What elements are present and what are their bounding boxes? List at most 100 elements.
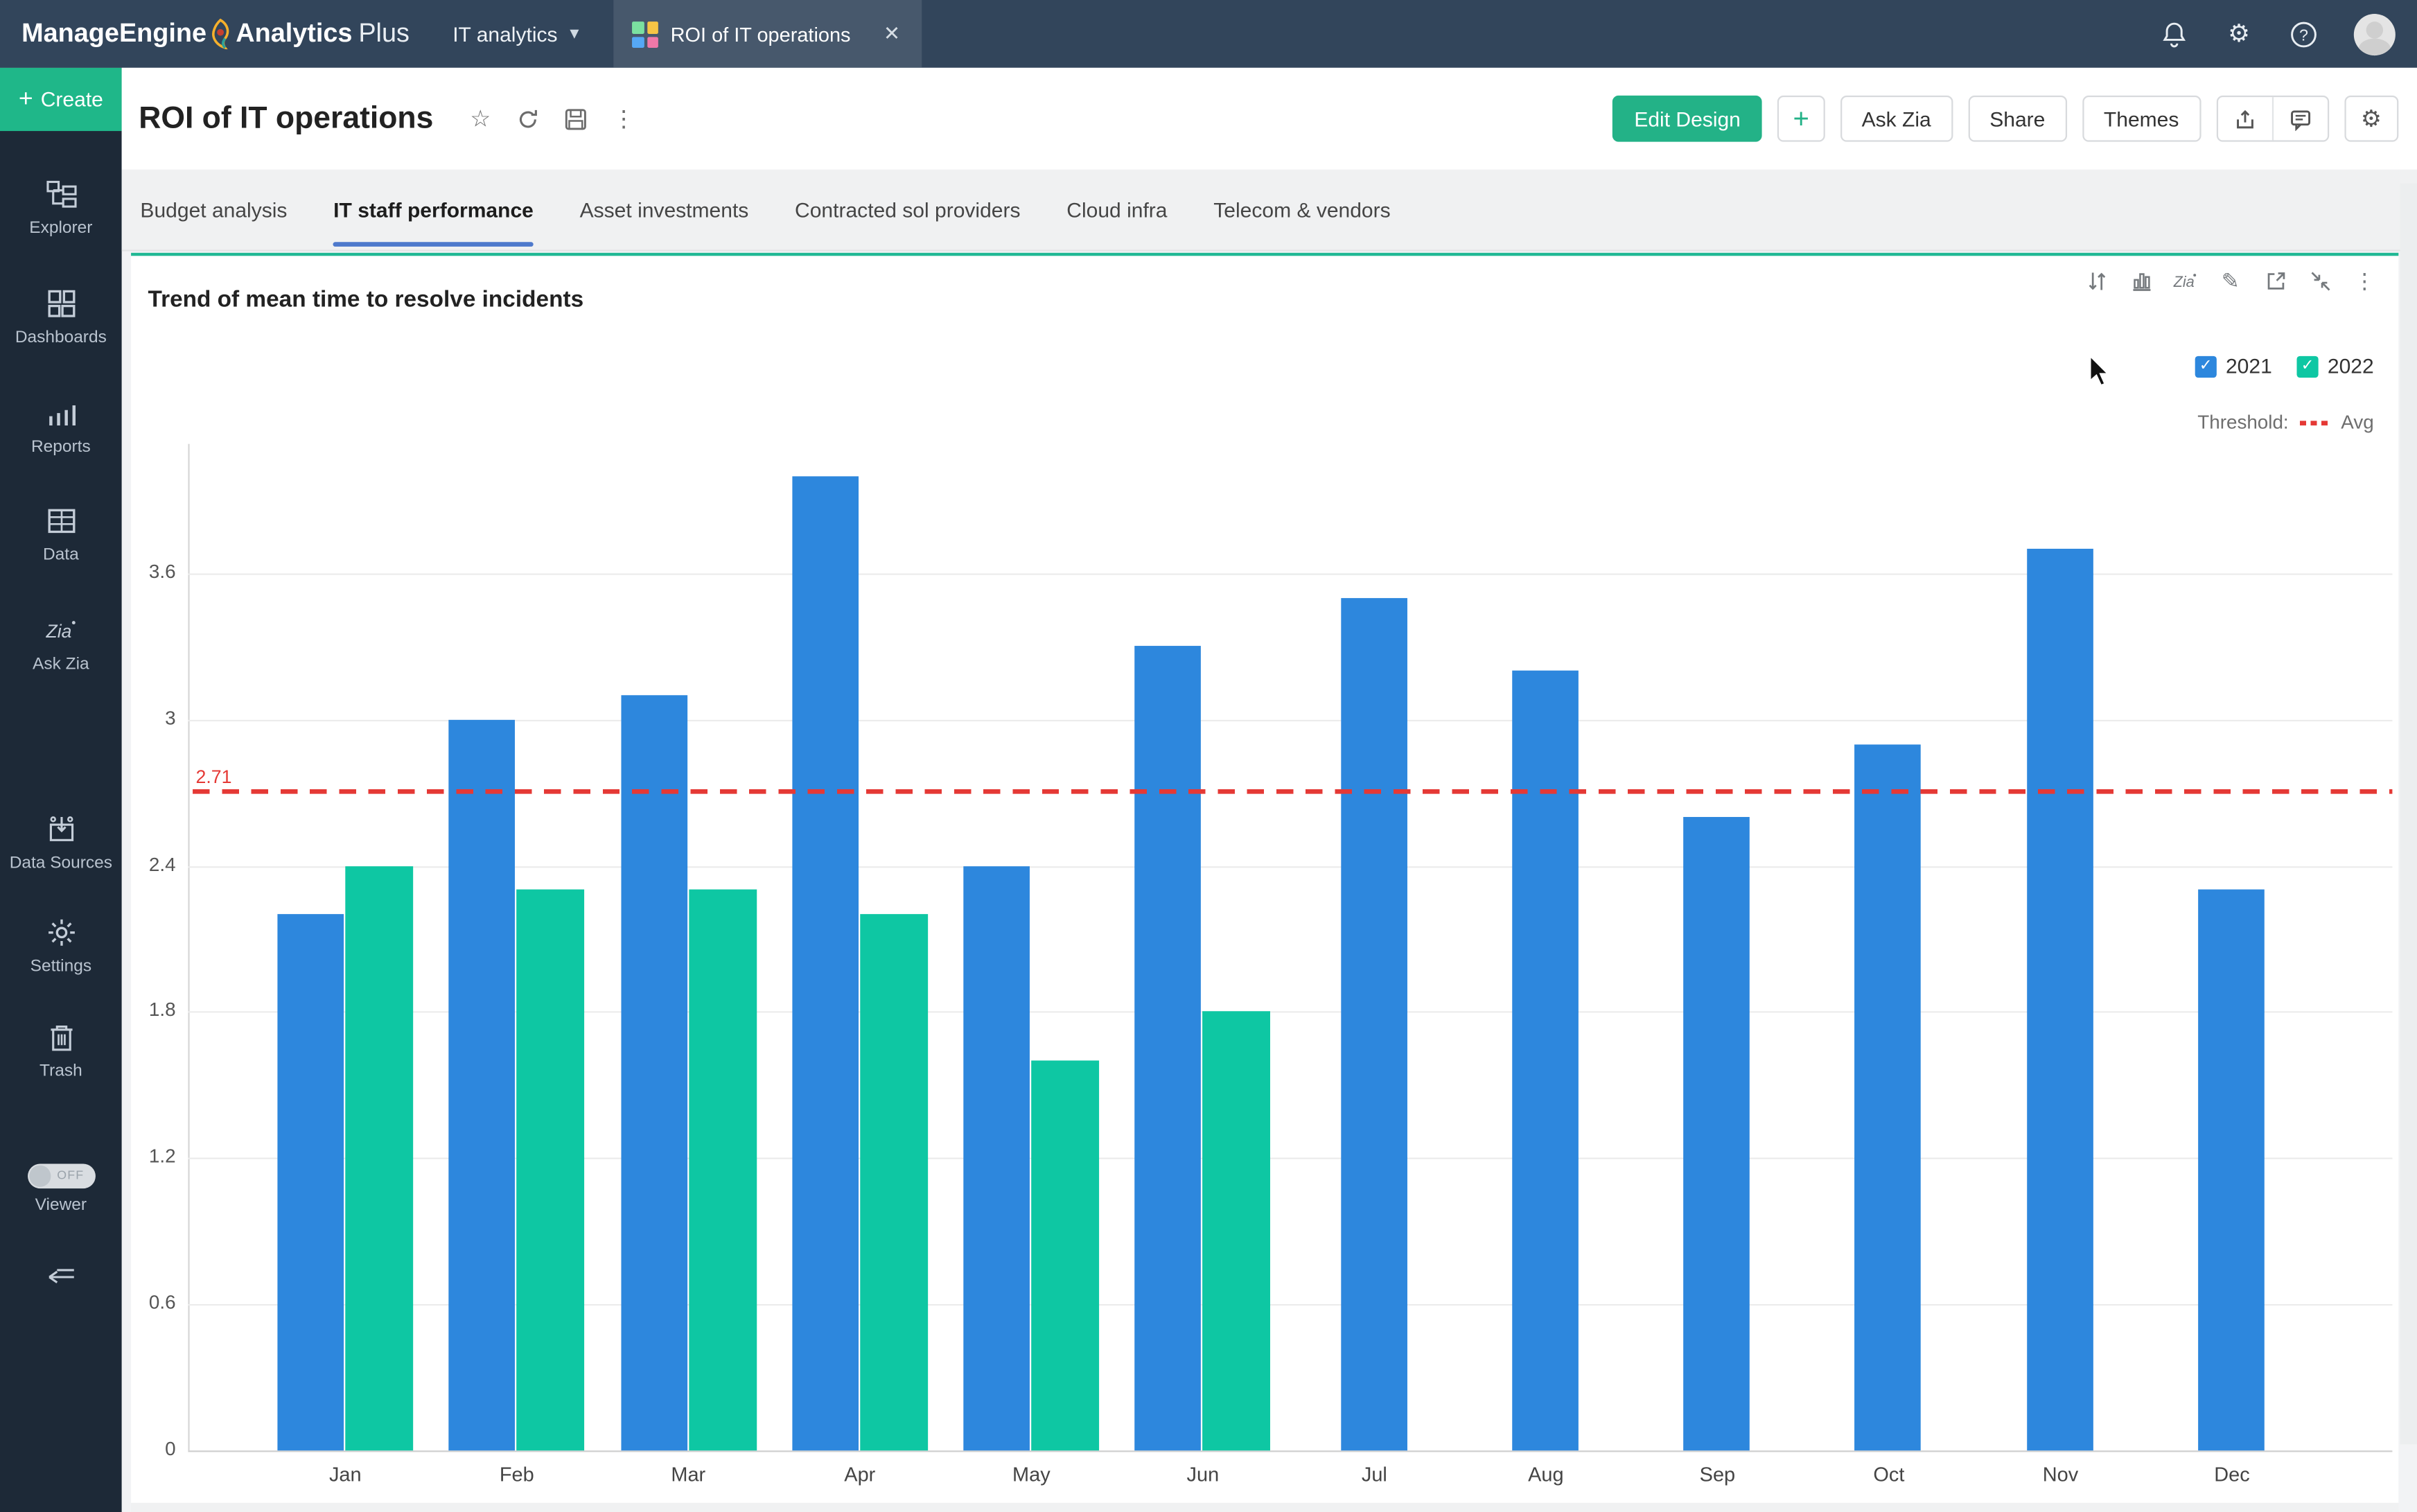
bottom-gutter [131, 1503, 2398, 1512]
create-button[interactable]: + Create [0, 68, 122, 131]
header-buttons: Edit Design + Ask Zia Share Themes ⚙ [1612, 96, 2398, 142]
sidebar-item-label: Data [7, 546, 115, 568]
toggle-state-label: OFF [57, 1168, 84, 1184]
dashboard-tab-contracted-sol-providers[interactable]: Contracted sol providers [795, 169, 1021, 251]
dashboard-tab-budget-analysis[interactable]: Budget analysis [140, 169, 287, 251]
dashboard-settings-button[interactable]: ⚙ [2344, 96, 2398, 142]
trash-icon [44, 1021, 78, 1055]
x-axis-month-label: May [978, 1463, 1086, 1486]
bar-2021-Mar[interactable] [620, 695, 687, 1450]
chart-panel: Trend of mean time to resolve incidents … [131, 253, 2398, 1503]
toggle-knob [28, 1166, 50, 1187]
bar-2022-Jan[interactable] [345, 865, 413, 1450]
open-dashboard-tab[interactable]: ROI of IT operations ✕ [613, 0, 922, 68]
chevron-down-icon: ▼ [567, 26, 582, 42]
dashboard-tab-it-staff-performance[interactable]: IT staff performance [333, 169, 534, 251]
brand-logo[interactable]: ManageEngine Analytics Plus [21, 19, 410, 49]
ask-zia-button[interactable]: Ask Zia [1840, 96, 1952, 142]
more-options-kebab-icon[interactable]: ⋮ [610, 105, 637, 132]
bar-2021-Apr[interactable] [792, 476, 859, 1450]
top-navigation-bar: ManageEngine Analytics Plus IT analytics… [0, 0, 2417, 68]
edit-design-button[interactable]: Edit Design [1612, 96, 1762, 142]
bar-2021-Jan[interactable] [277, 915, 344, 1451]
dashboard-tab-cloud-infra[interactable]: Cloud infra [1066, 169, 1167, 251]
share-button[interactable]: Share [1968, 96, 2066, 142]
sidebar-item-settings[interactable]: Settings [0, 915, 122, 978]
x-axis-month-label: Jun [1149, 1463, 1257, 1486]
sidebar-item-data-sources[interactable]: Data Sources [0, 812, 122, 875]
x-axis-month-label: Dec [2178, 1463, 2286, 1486]
svg-text:Zia: Zia [44, 621, 71, 642]
bar-2021-Jul[interactable] [1340, 598, 1407, 1451]
workspace-switcher[interactable]: IT analytics ▼ [452, 22, 582, 45]
sidebar-item-ask-zia[interactable]: ZiaAsk Zia [0, 613, 122, 676]
bar-2022-May[interactable] [1031, 1061, 1099, 1451]
settings-icon [44, 915, 78, 949]
comments-icon[interactable] [2271, 97, 2327, 140]
bar-2021-Jun[interactable] [1135, 647, 1202, 1450]
plus-icon: + [19, 85, 33, 113]
x-axis-month-label: Nov [2007, 1463, 2115, 1486]
user-avatar[interactable] [2354, 13, 2396, 55]
y-axis-tick-label: 0.6 [114, 1292, 176, 1313]
y-axis-tick-label: 2.4 [114, 854, 176, 875]
sidebar-item-reports[interactable]: Reports [0, 396, 122, 459]
themes-button[interactable]: Themes [2082, 96, 2201, 142]
notifications-bell-icon[interactable] [2160, 19, 2189, 49]
bar-2021-Feb[interactable] [449, 719, 516, 1450]
bar-2022-Apr[interactable] [860, 915, 928, 1451]
bar-2021-Dec[interactable] [2198, 890, 2265, 1451]
dashboard-tab-icon [632, 21, 658, 47]
y-axis-tick-label: 1.2 [114, 1145, 176, 1167]
brand-manageengine: ManageEngine [21, 19, 206, 49]
svg-text:?: ? [2299, 25, 2308, 43]
sidebar-item-trash[interactable]: Trash [0, 1021, 122, 1084]
help-icon[interactable]: ? [2289, 19, 2318, 49]
gridline-0 [188, 1450, 2392, 1452]
brand-analytics: Analytics [236, 19, 352, 49]
bar-2021-May[interactable] [963, 865, 1030, 1450]
sidebar-item-label: Dashboards [7, 328, 115, 349]
bar-2022-Jun[interactable] [1203, 1012, 1271, 1450]
settings-gear-icon[interactable]: ⚙ [2224, 19, 2253, 49]
bar-2021-Aug[interactable] [1512, 671, 1579, 1450]
brand-plus: Plus [358, 19, 410, 49]
sidebar-item-dashboards[interactable]: Dashboards [0, 286, 122, 349]
save-icon[interactable] [563, 105, 589, 132]
sidebar-item-label: Trash [7, 1062, 115, 1084]
y-axis-line [188, 444, 189, 1451]
x-axis-month-label: Feb [463, 1463, 571, 1486]
sidebar-collapse-button[interactable] [0, 1258, 122, 1292]
bar-2022-Mar[interactable] [688, 890, 756, 1451]
viewer-toggle[interactable]: OFF [27, 1163, 95, 1188]
threshold-avg-line[interactable] [193, 789, 2392, 793]
topbar-actions: ⚙ ? [2160, 0, 2417, 68]
scrollbar-gutter[interactable] [2400, 184, 2417, 1445]
bar-2022-Feb[interactable] [517, 890, 585, 1451]
dashboard-tab-asset-investments[interactable]: Asset investments [580, 169, 749, 251]
favorite-star-icon[interactable]: ☆ [467, 105, 493, 132]
bar-2021-Nov[interactable] [2027, 549, 2093, 1450]
export-icon[interactable] [2217, 97, 2271, 140]
sidebar-item-label: Explorer [7, 219, 115, 240]
sidebar-item-label: Reports [7, 437, 115, 459]
ask-zia-icon: Zia [44, 613, 78, 647]
add-button[interactable]: + [1777, 96, 1825, 142]
x-axis-month-label: Jan [291, 1463, 399, 1486]
dashboard-tab-telecom-vendors[interactable]: Telecom & vendors [1213, 169, 1390, 251]
data-icon [44, 504, 78, 538]
workspace-label: IT analytics [452, 22, 557, 45]
close-tab-icon[interactable]: ✕ [880, 21, 903, 46]
y-axis-tick-label: 1.8 [114, 1000, 176, 1021]
mouse-cursor [2089, 355, 2113, 389]
dashboard-tab-label: ROI of IT operations [671, 22, 868, 45]
bar-2021-Sep[interactable] [1684, 817, 1750, 1450]
y-axis-tick-label: 3.6 [114, 561, 176, 583]
data-sources-icon [44, 812, 78, 846]
sidebar-item-explorer[interactable]: Explorer [0, 177, 122, 240]
export-comment-group [2216, 96, 2328, 142]
bar-2021-Oct[interactable] [1855, 744, 1922, 1451]
refresh-icon[interactable] [515, 105, 541, 132]
sidebar-item-data[interactable]: Data [0, 504, 122, 568]
x-axis-month-label: Apr [806, 1463, 914, 1486]
